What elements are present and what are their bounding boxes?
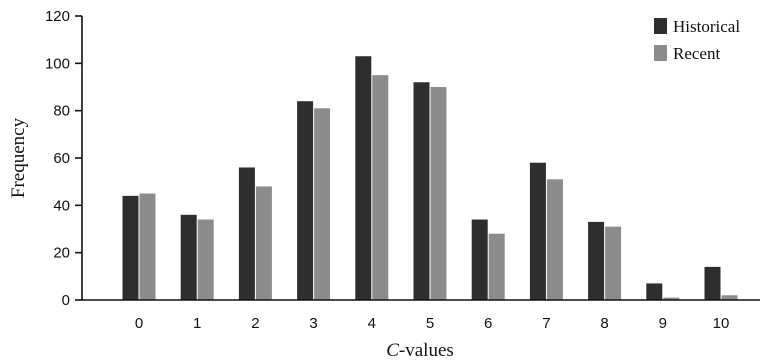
bar-recent-1 (197, 219, 214, 300)
legend-swatch-recent (654, 45, 667, 61)
y-tick-label: 100 (45, 55, 70, 72)
bar-historical-3 (297, 101, 314, 300)
bar-recent-10 (721, 295, 738, 300)
x-axis-title-italic: C (386, 340, 399, 361)
bar-historical-4 (355, 56, 372, 300)
legend-swatch-historical (654, 18, 667, 34)
x-tick-label: 6 (484, 315, 492, 332)
bar-historical-9 (646, 283, 663, 300)
x-tick-label: 9 (659, 315, 667, 332)
y-ticks-group: 0 20 40 60 80 100 120 (45, 8, 82, 309)
bar-recent-4 (372, 75, 389, 301)
bar-historical-1 (180, 214, 197, 300)
bar-historical-2 (238, 167, 255, 300)
bar-recent-6 (488, 233, 505, 300)
x-tick-label: 5 (426, 315, 434, 332)
bar-recent-0 (139, 193, 156, 300)
y-tick-label: 40 (53, 197, 70, 214)
legend-label-recent: Recent (673, 44, 720, 63)
y-tick-label: 60 (53, 150, 70, 167)
legend: Historical Recent (654, 17, 740, 63)
x-tick-label: 4 (368, 315, 376, 332)
bar-recent-7 (546, 179, 563, 300)
x-ticks-group: 0 1 2 3 4 5 6 7 8 9 10 (135, 315, 730, 332)
bar-recent-3 (314, 108, 331, 300)
bar-recent-8 (605, 226, 622, 300)
bar-recent-9 (663, 297, 680, 300)
x-tick-label: 1 (193, 315, 201, 332)
x-tick-label: 2 (251, 315, 259, 332)
bar-historical-0 (122, 195, 139, 300)
bars-group (122, 56, 738, 301)
bar-historical-8 (588, 221, 605, 300)
bar-recent-2 (255, 186, 272, 300)
x-tick-label: 10 (713, 315, 730, 332)
bar-historical-6 (471, 219, 488, 300)
bar-recent-5 (430, 87, 447, 300)
y-tick-label: 120 (45, 8, 70, 25)
bar-historical-7 (529, 162, 546, 300)
x-tick-label: 0 (135, 315, 143, 332)
y-tick-label: 80 (53, 103, 70, 120)
y-tick-label: 20 (53, 245, 70, 262)
x-tick-label: 8 (600, 315, 608, 332)
x-axis-title-rest: -values (399, 340, 454, 361)
x-tick-label: 7 (542, 315, 550, 332)
bar-historical-10 (704, 266, 721, 300)
y-tick-label: 0 (62, 292, 70, 309)
bar-historical-5 (413, 82, 430, 301)
legend-label-historical: Historical (673, 17, 740, 36)
y-axis-title: Frequency (8, 117, 29, 198)
x-axis-title: C-values (386, 340, 454, 361)
x-tick-label: 3 (309, 315, 317, 332)
